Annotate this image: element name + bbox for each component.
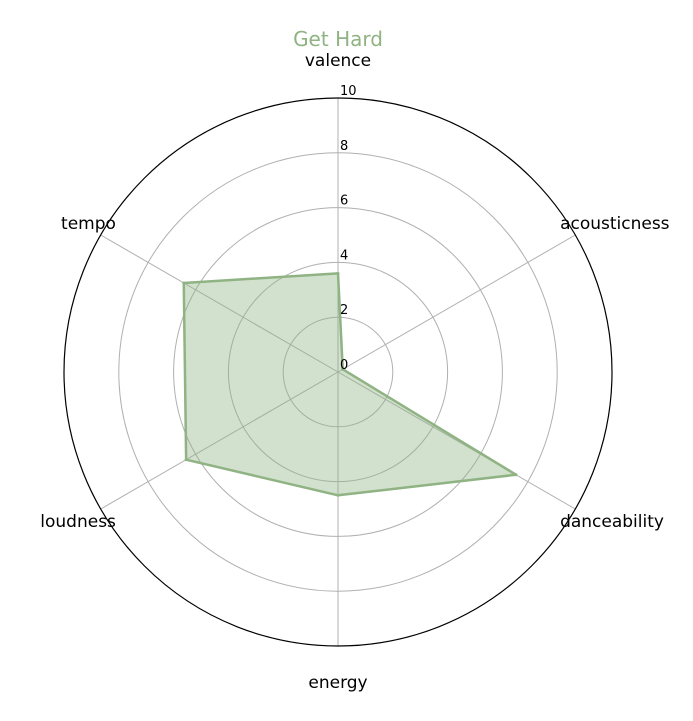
radial-ticks: 0 2 4 6 8 10 bbox=[340, 84, 357, 373]
chart-title: Get Hard bbox=[293, 27, 383, 51]
axis-label-danceability: danceability bbox=[560, 512, 664, 532]
data-point-tempo bbox=[182, 281, 186, 285]
grid-ring-8 bbox=[118, 152, 558, 592]
spoke-danceability bbox=[337, 371, 576, 510]
axis-label-valence: valence bbox=[305, 51, 371, 71]
grid bbox=[63, 97, 613, 647]
spoke-loudness bbox=[100, 371, 339, 510]
tick-label-4: 4 bbox=[340, 248, 348, 263]
axis-labels: valence acousticness danceability energy lou… bbox=[40, 51, 669, 693]
axis-label-tempo: tempo bbox=[61, 214, 116, 234]
tick-label-8: 8 bbox=[340, 139, 348, 154]
data-point-loudness bbox=[184, 458, 188, 462]
tick-label-2: 2 bbox=[340, 303, 348, 318]
data-point-valence bbox=[336, 271, 340, 275]
spoke-tempo bbox=[100, 234, 339, 373]
axis-label-loudness: loudness bbox=[40, 512, 116, 532]
tick-label-10: 10 bbox=[340, 84, 357, 99]
data-point-danceability bbox=[514, 473, 518, 477]
series-layer bbox=[182, 271, 518, 497]
axis-label-energy: energy bbox=[308, 673, 367, 693]
outer-ring bbox=[63, 97, 613, 647]
grid-ring-2 bbox=[282, 316, 394, 428]
grid-ring-4 bbox=[227, 261, 449, 483]
grid-ring-6 bbox=[173, 207, 503, 537]
tick-label-0: 0 bbox=[340, 358, 348, 373]
data-point-acousticness bbox=[341, 367, 345, 371]
data-point-energy bbox=[336, 493, 340, 497]
series-area-0 bbox=[182, 272, 518, 497]
axis-label-acousticness: acousticness bbox=[560, 214, 670, 234]
spoke-acousticness bbox=[337, 234, 576, 373]
tick-label-6: 6 bbox=[340, 194, 348, 209]
